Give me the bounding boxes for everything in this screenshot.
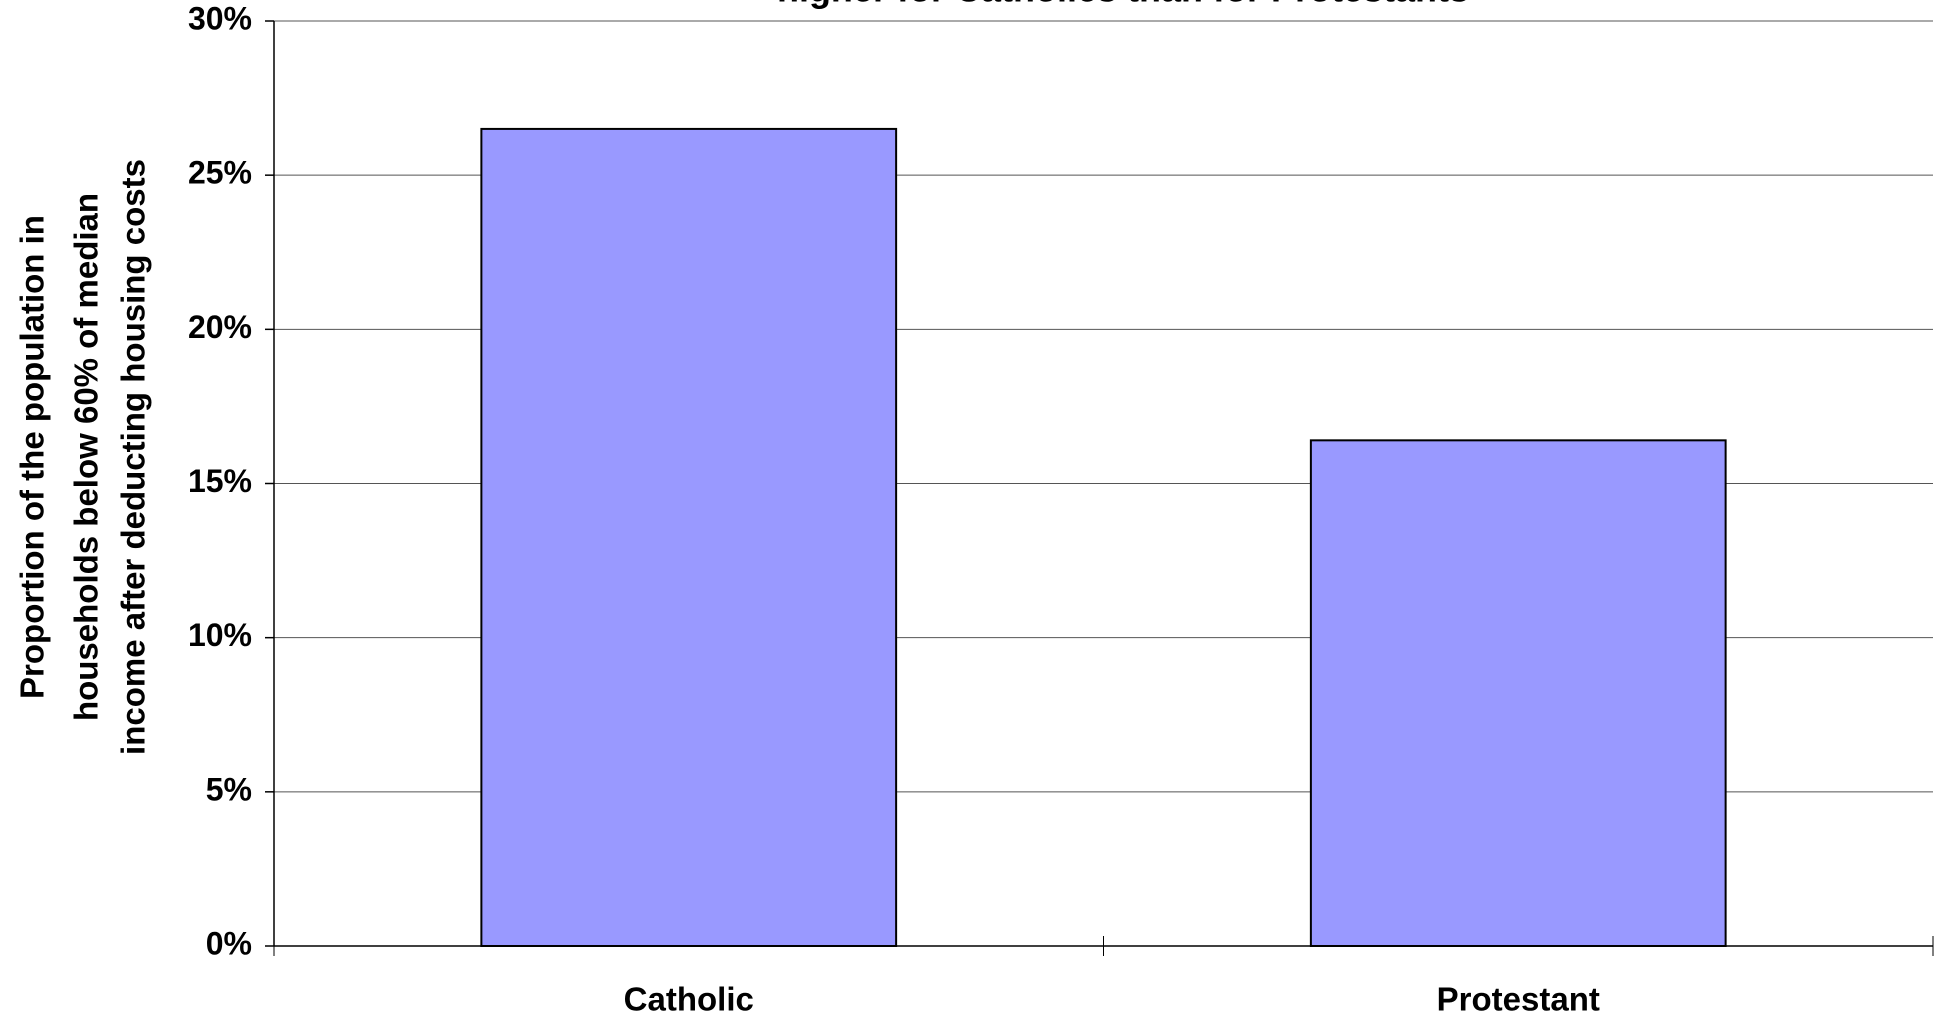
y-tick-label: 15% [188, 463, 252, 499]
x-tick-label: Protestant [1437, 981, 1600, 1018]
chart-title: higher for Catholics than for Protestant… [777, 0, 1469, 10]
bar [480, 127, 898, 947]
y-tick-label: 25% [188, 155, 252, 191]
y-tick-label: 30% [188, 0, 252, 36]
y-tick-label: 5% [206, 771, 252, 807]
y-axis-label: income after deducting housing costs [115, 159, 152, 755]
y-axis-label: households below 60% of median [68, 193, 105, 721]
bar [1309, 439, 1727, 947]
y-tick-label: 10% [188, 617, 252, 653]
y-tick-label: 0% [206, 925, 252, 961]
x-tick-label: Catholic [624, 981, 754, 1018]
y-tick-label: 20% [188, 309, 252, 345]
y-axis-label: Proportion of the population in [14, 215, 51, 699]
